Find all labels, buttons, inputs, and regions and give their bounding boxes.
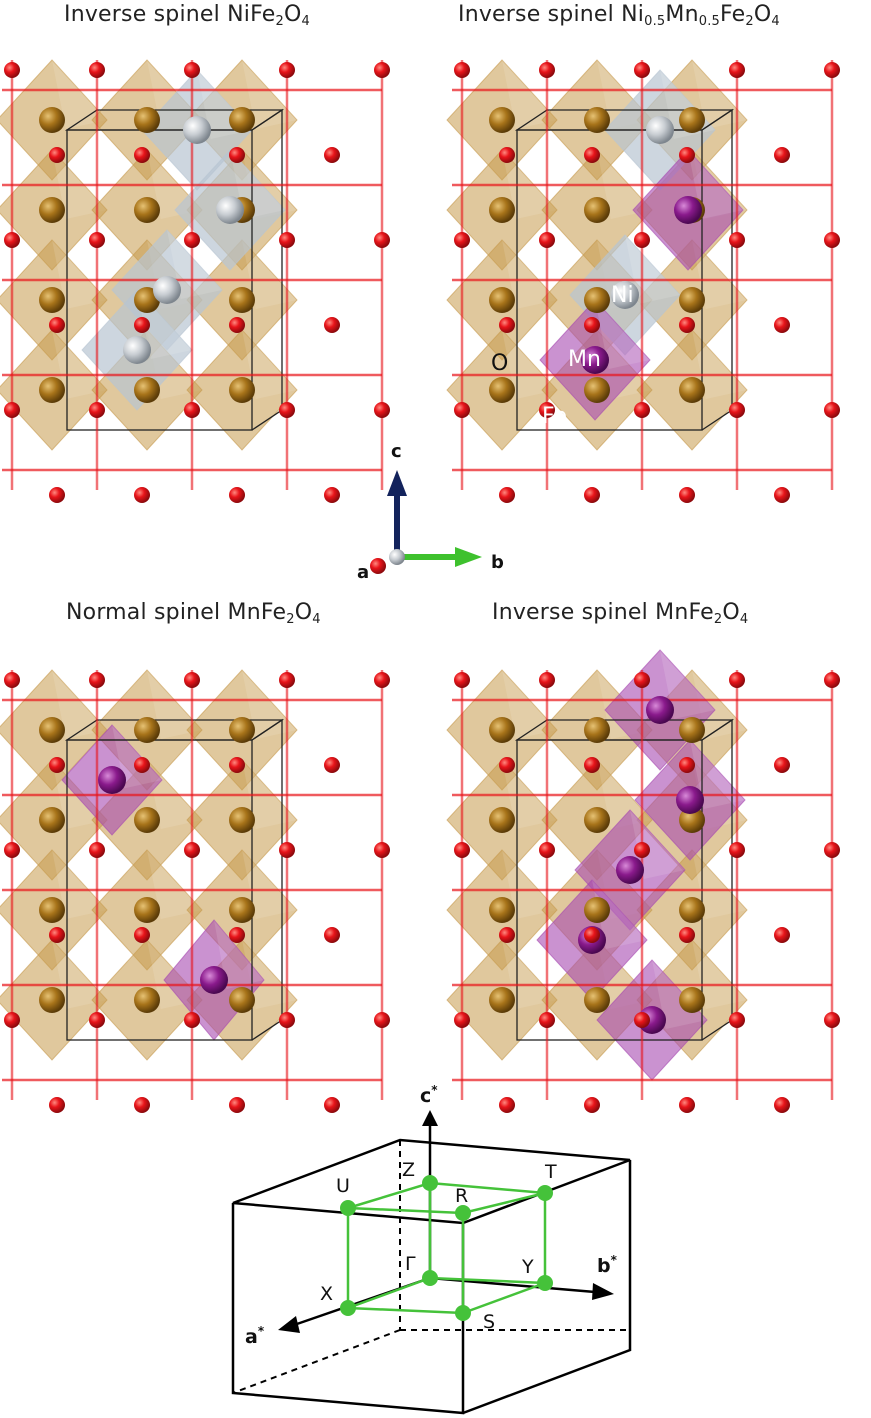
- bz-point-s: [455, 1305, 471, 1321]
- brillouin-zone: U Z T R Γ Y X S c* b* a*: [231, 1083, 632, 1415]
- panel-title-normal-mnfe2o4: Normal spinel MnFe2O4: [66, 600, 321, 627]
- bz-point-r: [455, 1205, 471, 1221]
- a-axis-label: a: [357, 562, 369, 583]
- atom-label-mn: Mn: [568, 347, 601, 372]
- c-star-arrowhead: [422, 1110, 438, 1126]
- panel-title-inverse-nimnfe2o4: Inverse spinel Ni0.5Mn0.5Fe2O4: [458, 2, 780, 29]
- bz-point-x: [340, 1300, 356, 1316]
- b-star-arrowhead: [592, 1283, 614, 1300]
- panel-title-inverse-nife2o4: Inverse spinel NiFe2O4: [64, 2, 311, 29]
- b-star-label: b*: [597, 1253, 618, 1277]
- bz-label-x: X: [320, 1283, 333, 1305]
- bz-point-y: [537, 1275, 553, 1291]
- panel-title-inverse-mnfe2o4: Inverse spinel MnFe2O4: [492, 600, 749, 627]
- bz-point-t: [537, 1185, 553, 1201]
- bz-label-u: U: [336, 1175, 350, 1197]
- bz-label-z: Z: [402, 1159, 415, 1181]
- b-axis-arrowhead: [455, 547, 482, 567]
- a-star-label: a*: [245, 1324, 265, 1348]
- c-axis-arrowhead: [387, 470, 407, 496]
- bz-label-gamma: Γ: [405, 1253, 416, 1275]
- axes-origin: [389, 549, 405, 565]
- crystal-structure-normal-mnfe2o4: [0, 669, 390, 1113]
- bz-label-y: Y: [521, 1256, 534, 1278]
- bz-points: [340, 1175, 553, 1321]
- bz-label-t: T: [544, 1161, 557, 1183]
- bz-hidden-edge-left: [232, 1329, 401, 1394]
- crystal-structure-inverse-nife2o4: [0, 59, 390, 503]
- b-axis-label: b: [491, 552, 504, 573]
- bz-right-face: [462, 1160, 632, 1415]
- crystal-structure-inverse-mnfe2o4: [446, 649, 840, 1113]
- crystal-structure-inverse-nimnfe2o4: [446, 59, 840, 503]
- c-axis-label: c: [391, 441, 402, 462]
- bz-label-s: S: [483, 1311, 495, 1333]
- atom-label-o: O: [491, 351, 508, 376]
- lattice-axes: c b a: [357, 441, 504, 583]
- bz-point-gamma: [422, 1270, 438, 1286]
- a-axis-marker: [370, 558, 386, 574]
- atom-label-ni: Ni: [611, 283, 634, 308]
- c-star-label: c*: [420, 1083, 438, 1107]
- a-star-arrowhead: [278, 1316, 300, 1333]
- bz-label-r: R: [455, 1185, 468, 1207]
- atom-label-fe: Fe: [542, 404, 567, 429]
- bz-point-z: [422, 1175, 438, 1191]
- bz-point-u: [340, 1200, 356, 1216]
